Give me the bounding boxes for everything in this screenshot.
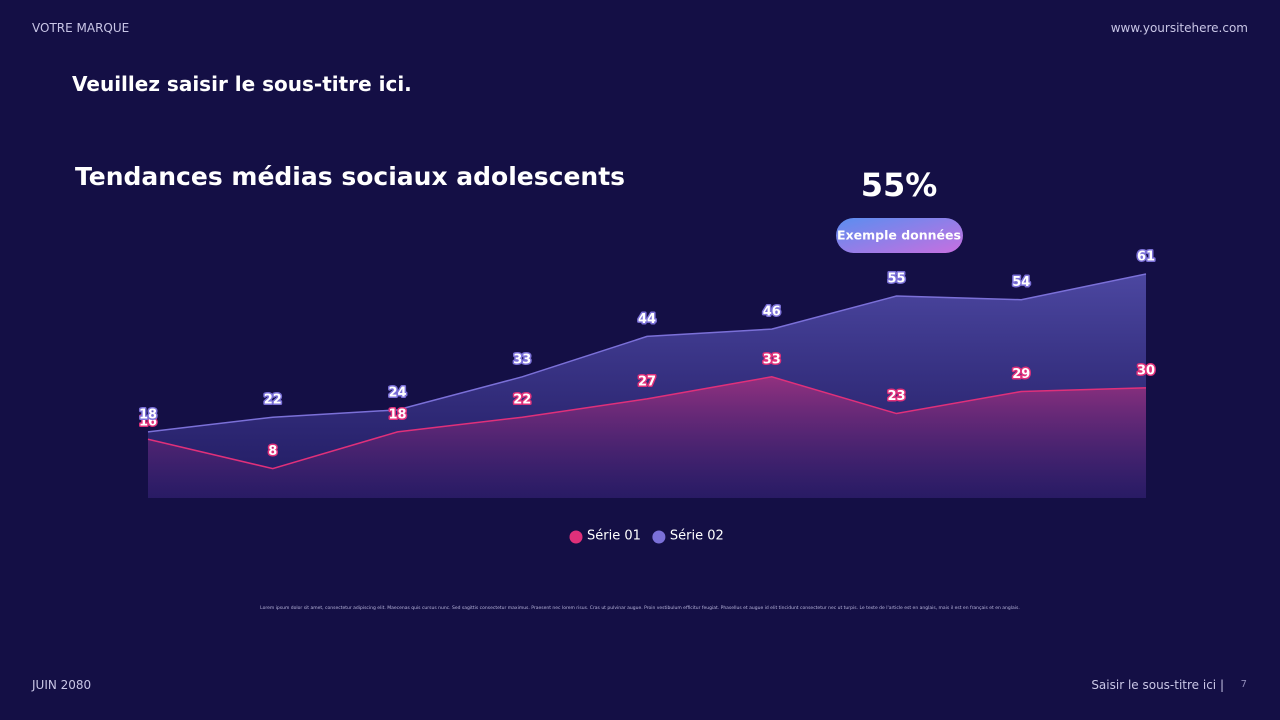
data-label: 18 — [388, 407, 406, 422]
callout-value: 55% — [861, 166, 938, 204]
data-label: 8 — [268, 444, 277, 459]
data-label: 61 — [1137, 250, 1155, 265]
data-label: 46 — [763, 305, 781, 320]
data-label: 29 — [1012, 367, 1030, 382]
data-label: 23 — [887, 389, 905, 404]
body-text: Lorem ipsum dolor sit amet, consectetur … — [260, 606, 1020, 611]
data-label: 18 — [139, 407, 157, 422]
data-label: 16 — [139, 415, 157, 430]
chart-title: Tendances médias sociaux adolescents — [75, 162, 625, 191]
callout-pill — [836, 218, 963, 253]
brand: VOTRE MARQUE — [32, 21, 130, 35]
legend-label: Série 01 — [587, 529, 641, 544]
legend-swatch — [652, 530, 666, 544]
data-label: 24 — [388, 385, 406, 400]
callout-label: Exemple données — [837, 228, 961, 243]
footer-subtitle: Saisir le sous-titre ici | — [1091, 678, 1224, 692]
subtitle: Veuillez saisir le sous-titre ici. — [72, 72, 412, 96]
legend-label: Série 02 — [670, 529, 724, 544]
area — [148, 376, 1146, 498]
website: www.yoursitehere.com — [1110, 21, 1248, 35]
line — [147, 376, 1147, 470]
data-label: 33 — [513, 352, 531, 367]
footer-date: JUIN 2080 — [32, 678, 92, 692]
data-label: 27 — [638, 374, 656, 389]
data-label: 33 — [763, 352, 781, 367]
data-label: 30 — [1137, 363, 1155, 378]
data-label: 54 — [1012, 275, 1030, 290]
line — [147, 273, 1147, 433]
data-label: 22 — [513, 393, 531, 408]
data-label: 22 — [264, 393, 282, 408]
legend-swatch — [569, 530, 583, 544]
data-label: 55 — [887, 272, 905, 287]
page-number: 7 — [1240, 679, 1247, 690]
data-label: 44 — [638, 312, 656, 327]
